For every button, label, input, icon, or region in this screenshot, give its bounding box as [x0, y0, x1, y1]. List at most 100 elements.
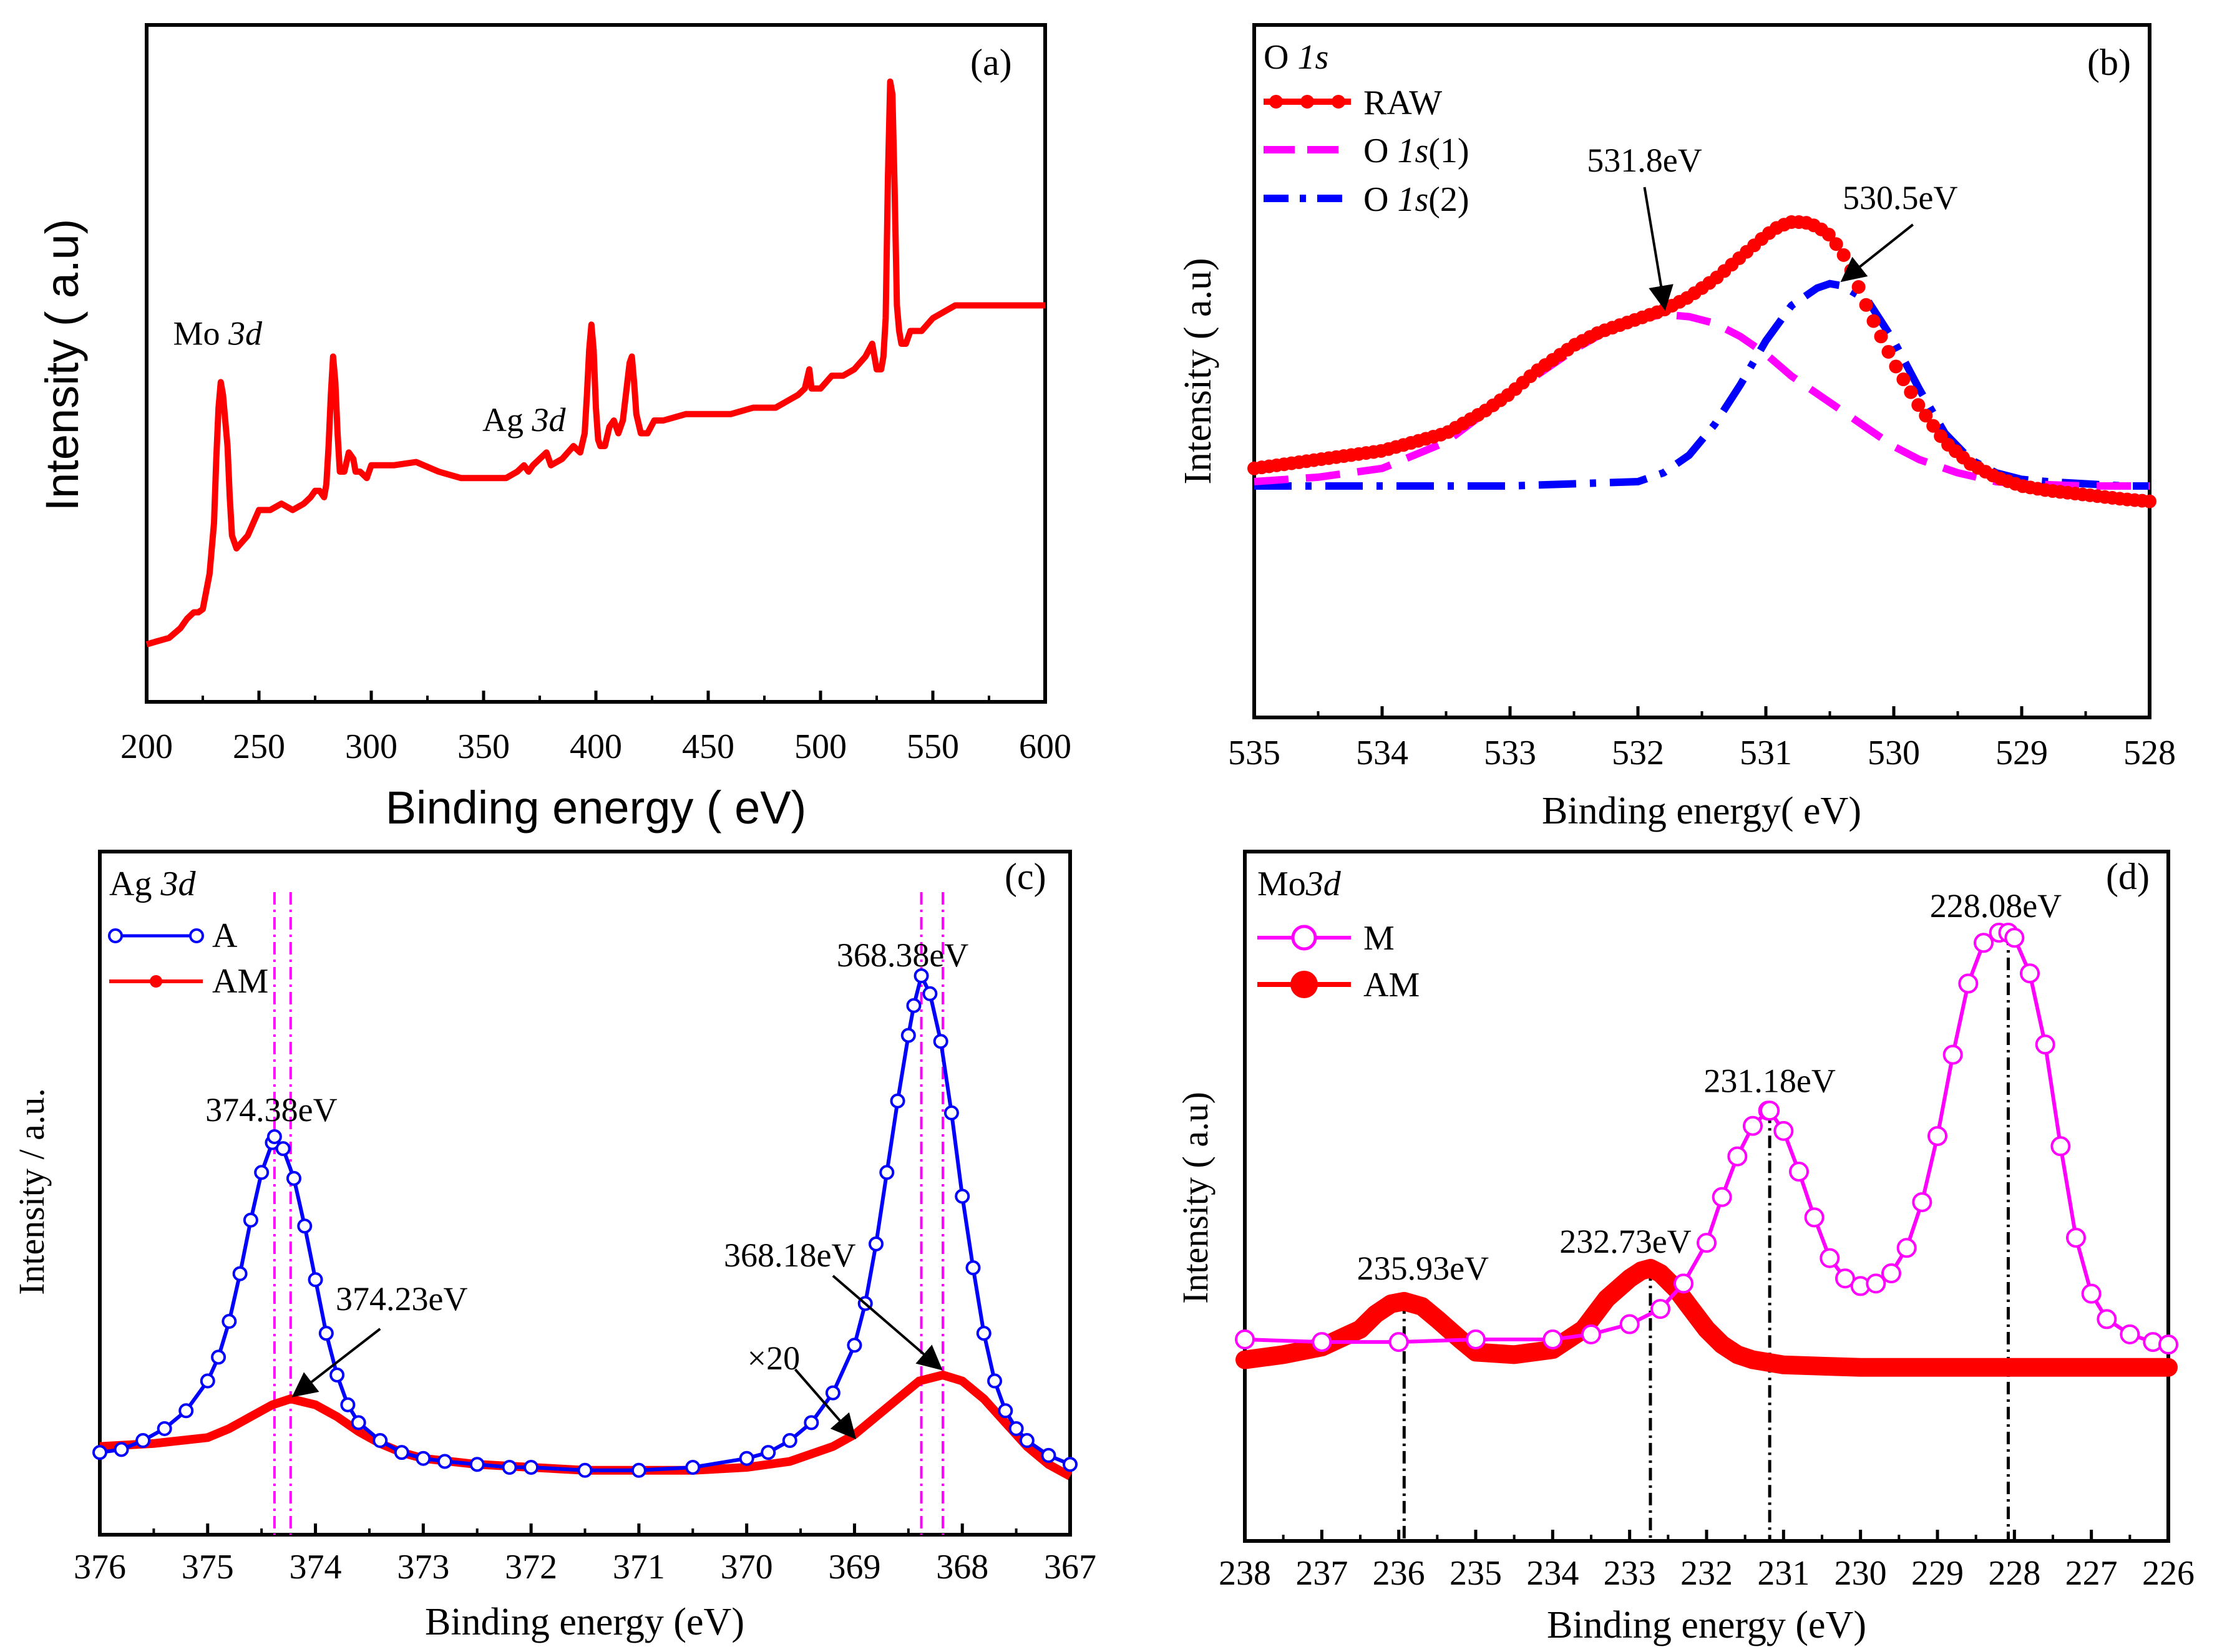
x-tick-label: 372 [505, 1548, 557, 1586]
a-point [577, 1462, 593, 1478]
a-point [394, 1445, 409, 1460]
panel-d-annotations: 235.93eV 232.73eV 231.18eV 228.08eV [1357, 887, 2062, 1287]
panel-d-label-235-93: 235.93eV [1357, 1250, 1489, 1287]
x-tick-label: 350 [457, 727, 510, 766]
a-point [922, 986, 938, 1001]
panel-c-tag: (c) [1005, 856, 1046, 897]
raw-point [1889, 359, 1903, 374]
m-point [2081, 1283, 2102, 1304]
panel-c-arrow-374-23 [291, 1328, 381, 1397]
m-point [1912, 1192, 1932, 1212]
m-point [1927, 1126, 1947, 1146]
a-point [914, 968, 929, 984]
a-point [685, 1460, 701, 1475]
x-tick-label: 250 [233, 727, 285, 766]
a-point [524, 1460, 539, 1475]
a-point [243, 1212, 258, 1228]
m-point [2066, 1228, 2086, 1248]
a-point [416, 1450, 431, 1466]
m-point [1820, 1248, 1840, 1268]
raw-point [1874, 329, 1888, 344]
m-point [2004, 928, 2025, 948]
raw-point [2143, 494, 2156, 508]
a-point [157, 1421, 172, 1436]
x-tick-label: 369 [828, 1548, 880, 1586]
panel-d-peak-guides [1402, 933, 2010, 1541]
panel-d-xlabel: Binding energy (eV) [1547, 1604, 1866, 1646]
x-tick-label: 533 [1484, 734, 1536, 772]
panel-b-annotations: 531.8eV 530.5eV [1587, 142, 1957, 311]
m-point [1697, 1233, 1717, 1253]
a-point [955, 1188, 970, 1204]
legend-am-marker [150, 975, 162, 988]
x-tick-label: 370 [721, 1548, 773, 1586]
a-point [890, 1093, 905, 1109]
a-point [297, 1218, 313, 1234]
panel-c-peak-guides [273, 892, 945, 1535]
m-point [1958, 973, 1979, 994]
raw-point [1926, 419, 1941, 433]
a-point [254, 1165, 270, 1180]
a-point [275, 1141, 291, 1157]
a-point [943, 1105, 959, 1120]
m-point [2158, 1334, 2178, 1355]
a-point [825, 1385, 841, 1401]
x-tick-label: 367 [1044, 1548, 1096, 1586]
panel-b-plot-frame [1252, 23, 2151, 719]
m-point [1581, 1324, 1601, 1344]
m-point [1743, 1115, 1763, 1136]
m-point [2097, 1309, 2117, 1329]
x-tick-label: 371 [613, 1548, 665, 1586]
x-tick-label: 531 [1740, 734, 1792, 772]
panel-c-label-368-38: 368.38eV [837, 936, 968, 974]
a-point [804, 1415, 819, 1431]
x-tick-label: 228 [1988, 1554, 2040, 1593]
a-point [222, 1314, 237, 1329]
panel-b-label-530: 530.5eV [1843, 179, 1957, 216]
panel-d-label-228-08: 228.08eV [1930, 887, 2062, 925]
m-point [1974, 933, 1994, 953]
panel-d-label-231-18: 231.18eV [1703, 1062, 1835, 1099]
panel-d-legend: M AM [1257, 919, 1420, 1004]
legend-o1s1-label: O 1s(1) [1363, 132, 1469, 170]
panel-c-label-374-38: 374.38eV [205, 1091, 337, 1129]
panel-c-arrow-x20 [794, 1368, 857, 1440]
m-point [1712, 1187, 1732, 1207]
raw-point [1851, 279, 1866, 294]
panel-a-survey-line [145, 78, 1045, 648]
m-point [1674, 1273, 1693, 1294]
a-point [286, 1170, 301, 1186]
m-point [1866, 1273, 1886, 1294]
x-tick-label: 227 [2065, 1554, 2118, 1593]
panel-a-peak-label: Mo 3d [173, 315, 263, 352]
m-point [1235, 1329, 1255, 1349]
m-point [2120, 1324, 2140, 1344]
x-tick-label: 229 [1911, 1554, 1964, 1593]
panel-a: 200 250 300 350 400 450 500 550 600 Mo 3d Ag 3d O … [36, 0, 1071, 833]
a-point [329, 1368, 345, 1382]
panel-b-legend: RAW O 1s(1) O 1s(2) [1264, 84, 1469, 219]
x-tick-label: 550 [907, 727, 959, 766]
m-point [2050, 1136, 2071, 1157]
legend-raw-marker [1332, 95, 1345, 109]
panel-b-o1s1-line [1254, 311, 2150, 490]
panel-b-x-ticks: 535 534 533 532 531 530 529 528 [1228, 706, 2176, 772]
m-point [1789, 1162, 1809, 1182]
panel-a-x-ticks: 200 250 300 350 400 450 500 550 600 [120, 691, 1071, 766]
raw-point [1821, 227, 1836, 241]
raw-point [1866, 314, 1881, 328]
a-point [373, 1433, 388, 1449]
a-point [933, 1034, 948, 1049]
x-tick-label: 450 [682, 727, 734, 766]
a-point [1019, 1433, 1035, 1449]
panel-d-label-232-73: 232.73eV [1559, 1223, 1691, 1260]
x-tick-label: 530 [1868, 734, 1920, 772]
a-point [92, 1445, 107, 1460]
panel-b-tag: (b) [2087, 42, 2131, 83]
legend-am-label: AM [212, 962, 268, 1001]
a-point [211, 1349, 227, 1365]
panel-c-ylabel: Intensity / a.u. [11, 1088, 52, 1295]
m-point [1760, 1101, 1780, 1121]
raw-point [1896, 372, 1911, 387]
panel-c-arrow-368-18 [832, 1275, 943, 1371]
